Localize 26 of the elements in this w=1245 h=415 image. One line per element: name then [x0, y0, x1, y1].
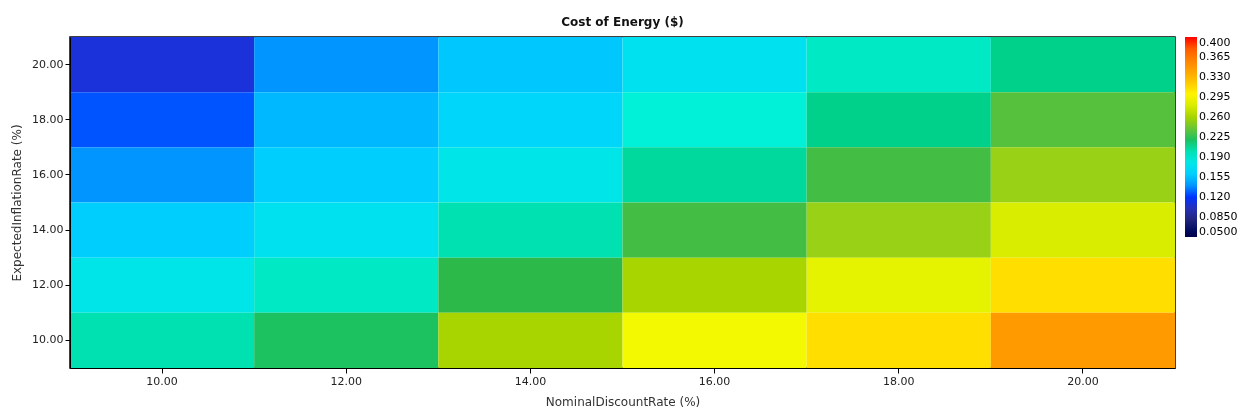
- color-bar-label: 0.330: [1199, 70, 1231, 83]
- y-tick-label: 18.00: [32, 112, 64, 126]
- color-bar-label: 0.0850: [1199, 210, 1238, 223]
- y-tick-label: 14.00: [32, 223, 64, 237]
- color-bar-label: 0.0500: [1199, 225, 1238, 238]
- y-tick-label: 20.00: [32, 57, 64, 71]
- color-bar-label: 0.260: [1199, 110, 1231, 123]
- y-tick-label: 10.00: [32, 333, 64, 347]
- x-tick-label: 18.00: [883, 374, 915, 388]
- x-tick-label: 16.00: [698, 374, 731, 388]
- color-bar-label: 0.120: [1199, 190, 1231, 203]
- color-bar-label: 0.225: [1199, 130, 1231, 143]
- y-axis-title: ExpectedInflationRate (%): [10, 124, 25, 282]
- color-bar-label: 0.155: [1199, 170, 1231, 183]
- x-tick-label: 20.00: [1067, 374, 1099, 388]
- color-bar-label: 0.190: [1199, 150, 1231, 163]
- x-tick-label: 14.00: [514, 374, 547, 388]
- x-tick-label: 12.00: [330, 374, 362, 388]
- color-bar-label: 0.400: [1199, 36, 1231, 49]
- chart-title: Cost of Energy ($): [561, 15, 684, 29]
- x-tick-label: 10.00: [146, 374, 178, 388]
- color-bar-label: 0.295: [1199, 90, 1231, 103]
- color-bar-label: 0.365: [1199, 50, 1231, 63]
- x-axis-title: NominalDiscountRate (%): [545, 394, 701, 409]
- y-tick-label: 12.00: [32, 278, 64, 292]
- y-tick-label: 16.00: [32, 167, 64, 181]
